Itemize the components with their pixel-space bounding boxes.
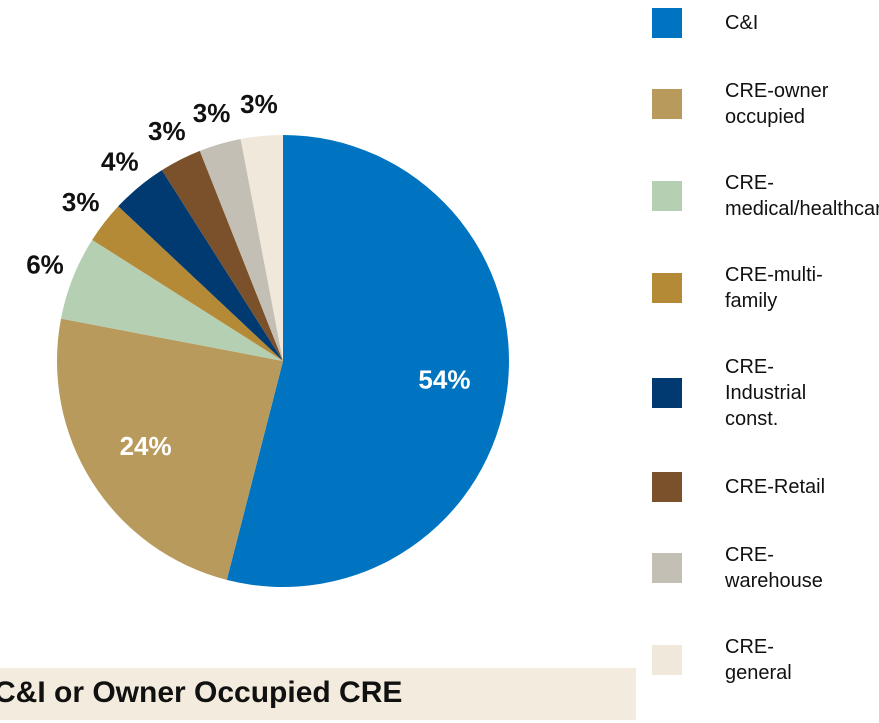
pie-slice — [56, 318, 283, 580]
legend-item: CRE-multi-family — [652, 262, 833, 314]
legend-swatch — [652, 8, 682, 38]
pie-slice — [199, 139, 283, 361]
legend-label: CRE-owner occupied — [725, 80, 829, 128]
data-label: 3% — [240, 89, 278, 119]
legend-label: CRE-multi-family — [725, 264, 823, 312]
legend-label: C&I — [725, 12, 759, 34]
pie-slice — [226, 135, 510, 587]
data-label: 54% — [418, 364, 470, 394]
data-label: 3% — [62, 187, 100, 217]
legend-swatch — [652, 89, 682, 119]
legend-swatch — [652, 553, 682, 583]
caption-banner: C&I or Owner Occupied CRE — [0, 668, 636, 720]
legend-label: CRE-Retail — [725, 476, 826, 498]
legend-swatch — [652, 472, 682, 502]
chart: 54%24%6%3%4%3%3% 3% — [26, 89, 510, 587]
pie-slice — [240, 135, 283, 361]
data-label: 24% — [120, 431, 172, 461]
pie-slice — [92, 206, 284, 361]
legend-label: CRE-general — [725, 636, 792, 684]
legend-item: C&I — [652, 8, 833, 38]
legend-item: CRE-Retail — [652, 472, 833, 502]
legend-item: CRE-Industrial const. — [652, 354, 833, 432]
legend-label: CRE-warehouse — [725, 544, 823, 592]
legend-label: CRE-Industrial const. — [725, 356, 807, 430]
legend-item: CRE-owner occupied — [652, 78, 833, 130]
pie-slice — [61, 239, 283, 361]
legend: C&I CRE-owner occupied CRE-medical/healthc… — [652, 8, 879, 686]
pie-slice — [118, 170, 284, 361]
legend-swatch — [652, 645, 682, 675]
pie-slice — [161, 150, 283, 361]
data-label: 4% — [101, 147, 139, 177]
legend-item: CRE-medical/healthcare — [652, 170, 879, 222]
legend-item: CRE-general — [652, 634, 833, 686]
legend-item: CRE-warehouse — [652, 542, 833, 594]
caption: C&I or Owner Occupied CRE — [0, 676, 403, 709]
data-label: 3% — [193, 98, 231, 128]
legend-label: CRE-medical/healthcare — [725, 172, 879, 220]
data-label: 3% — [148, 116, 186, 146]
legend-swatch — [652, 273, 682, 303]
legend-swatch — [652, 181, 682, 211]
data-label: 6% — [26, 250, 64, 280]
legend-swatch — [652, 378, 682, 408]
